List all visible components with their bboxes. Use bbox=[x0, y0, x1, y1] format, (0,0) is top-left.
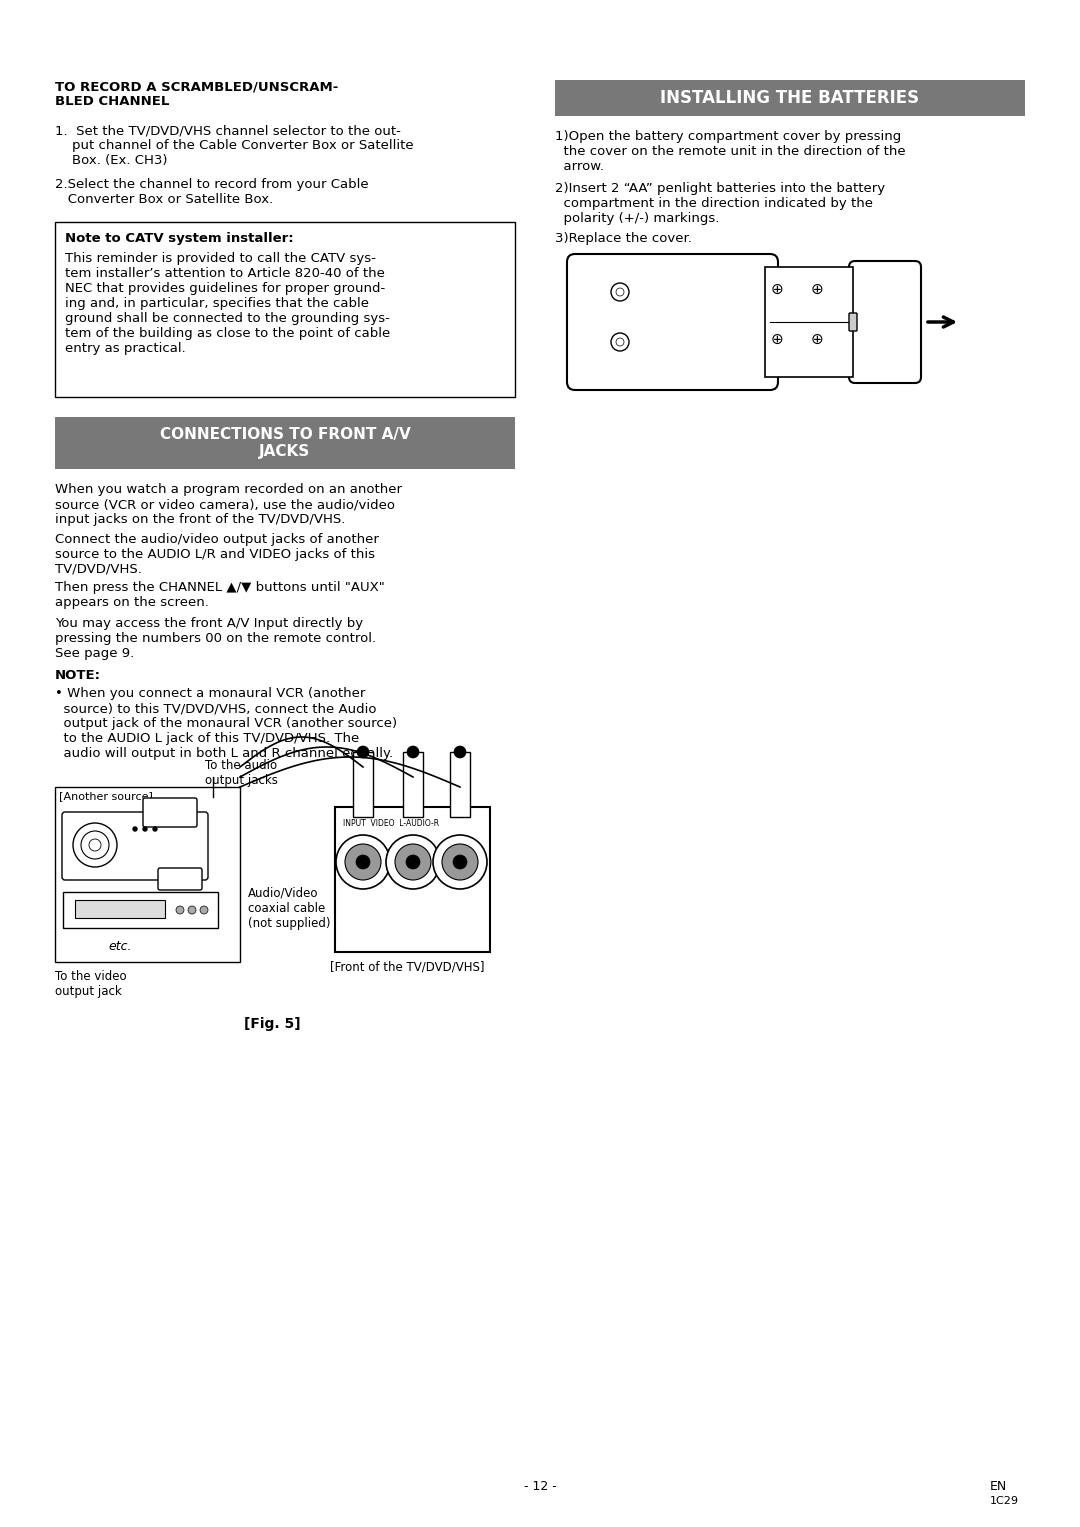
Text: [Fig. 5]: [Fig. 5] bbox=[244, 1017, 301, 1031]
FancyBboxPatch shape bbox=[849, 313, 858, 331]
Text: 1)Open the battery compartment cover by pressing
  the cover on the remote unit : 1)Open the battery compartment cover by … bbox=[555, 130, 906, 173]
Text: 2)Insert 2 “AA” penlight batteries into the battery
  compartment in the directi: 2)Insert 2 “AA” penlight batteries into … bbox=[555, 182, 886, 224]
Text: Audio/Video
coaxial cable
(not supplied): Audio/Video coaxial cable (not supplied) bbox=[248, 887, 330, 930]
Text: INPUT  VIDEO  L-AUDIO-R: INPUT VIDEO L-AUDIO-R bbox=[343, 818, 440, 828]
Circle shape bbox=[143, 828, 147, 831]
Text: When you watch a program recorded on an another
source (VCR or video camera), us: When you watch a program recorded on an … bbox=[55, 483, 402, 525]
Circle shape bbox=[153, 828, 157, 831]
Text: ⊕: ⊕ bbox=[771, 282, 783, 296]
Circle shape bbox=[345, 844, 381, 880]
Text: 1.  Set the TV/DVD/VHS channel selector to the out-
    put channel of the Cable: 1. Set the TV/DVD/VHS channel selector t… bbox=[55, 124, 414, 166]
Text: • When you connect a monaural VCR (another
  source) to this TV/DVD/VHS, connect: • When you connect a monaural VCR (anoth… bbox=[55, 687, 397, 760]
Bar bbox=[765, 267, 853, 377]
FancyBboxPatch shape bbox=[567, 253, 778, 389]
Bar bbox=[353, 751, 373, 817]
Text: 1C29: 1C29 bbox=[990, 1496, 1020, 1506]
Text: INSTALLING THE BATTERIES: INSTALLING THE BATTERIES bbox=[661, 89, 919, 107]
Circle shape bbox=[133, 828, 137, 831]
Bar bbox=[55, 221, 515, 397]
Text: This reminder is provided to call the CATV sys-
tem installer’s attention to Art: This reminder is provided to call the CA… bbox=[65, 252, 390, 354]
Circle shape bbox=[356, 855, 370, 869]
Bar bbox=[403, 751, 423, 817]
Bar bbox=[63, 892, 218, 928]
Circle shape bbox=[616, 337, 624, 347]
Text: 3)Replace the cover.: 3)Replace the cover. bbox=[555, 232, 692, 244]
Bar bbox=[555, 79, 1025, 116]
FancyBboxPatch shape bbox=[143, 799, 197, 828]
Circle shape bbox=[357, 747, 369, 757]
Circle shape bbox=[386, 835, 440, 889]
Text: Note to CATV system installer:: Note to CATV system installer: bbox=[65, 232, 294, 244]
Circle shape bbox=[200, 906, 208, 915]
Bar bbox=[55, 417, 515, 469]
Circle shape bbox=[395, 844, 431, 880]
Circle shape bbox=[611, 333, 629, 351]
Circle shape bbox=[73, 823, 117, 867]
Text: ⊕: ⊕ bbox=[811, 282, 823, 296]
Text: To the video
output jack: To the video output jack bbox=[55, 970, 126, 999]
Circle shape bbox=[188, 906, 195, 915]
Text: To the audio
output jacks: To the audio output jacks bbox=[205, 759, 278, 786]
Circle shape bbox=[89, 838, 102, 851]
Text: etc.: etc. bbox=[108, 941, 132, 953]
Text: EN: EN bbox=[990, 1480, 1008, 1493]
Text: 2.Select the channel to record from your Cable
   Converter Box or Satellite Box: 2.Select the channel to record from your… bbox=[55, 179, 368, 206]
Text: CONNECTIONS TO FRONT A/V
JACKS: CONNECTIONS TO FRONT A/V JACKS bbox=[160, 428, 410, 460]
Text: [Front of the TV/DVD/VHS]: [Front of the TV/DVD/VHS] bbox=[330, 960, 485, 973]
Circle shape bbox=[176, 906, 184, 915]
Circle shape bbox=[406, 855, 420, 869]
Circle shape bbox=[453, 855, 467, 869]
Bar bbox=[450, 751, 470, 817]
Text: [Another source]: [Another source] bbox=[59, 791, 153, 802]
Circle shape bbox=[336, 835, 390, 889]
FancyBboxPatch shape bbox=[158, 867, 202, 890]
FancyBboxPatch shape bbox=[849, 261, 921, 383]
Circle shape bbox=[454, 747, 465, 757]
Text: ⊕: ⊕ bbox=[811, 331, 823, 347]
Bar bbox=[55, 786, 240, 962]
Circle shape bbox=[442, 844, 478, 880]
Circle shape bbox=[616, 289, 624, 296]
Text: Connect the audio/video output jacks of another
source to the AUDIO L/R and VIDE: Connect the audio/video output jacks of … bbox=[55, 533, 379, 576]
Text: TO RECORD A SCRAMBLED/UNSCRAM-
BLED CHANNEL: TO RECORD A SCRAMBLED/UNSCRAM- BLED CHAN… bbox=[55, 79, 338, 108]
Text: You may access the front A/V Input directly by
pressing the numbers 00 on the re: You may access the front A/V Input direc… bbox=[55, 617, 376, 660]
Bar bbox=[335, 806, 490, 951]
Circle shape bbox=[433, 835, 487, 889]
Text: Then press the CHANNEL ▲/▼ buttons until "AUX"
appears on the screen.: Then press the CHANNEL ▲/▼ buttons until… bbox=[55, 580, 384, 609]
Bar bbox=[75, 899, 165, 918]
FancyBboxPatch shape bbox=[62, 812, 208, 880]
Circle shape bbox=[407, 747, 419, 757]
Text: - 12 -: - 12 - bbox=[524, 1480, 556, 1493]
Circle shape bbox=[611, 282, 629, 301]
Circle shape bbox=[81, 831, 109, 860]
Text: ⊕: ⊕ bbox=[771, 331, 783, 347]
Text: NOTE:: NOTE: bbox=[55, 669, 102, 683]
